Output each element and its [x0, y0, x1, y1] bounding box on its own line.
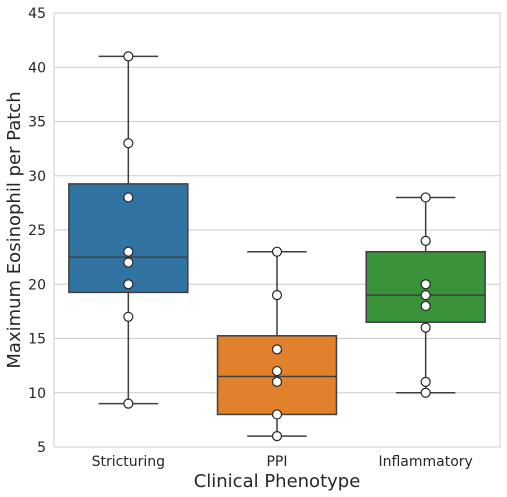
data-point	[123, 51, 134, 62]
data-point	[123, 398, 134, 409]
data-point	[123, 311, 134, 322]
y-tick-label: 35	[28, 115, 46, 131]
box-group	[216, 246, 338, 442]
data-point	[420, 279, 431, 290]
box-group	[365, 192, 486, 398]
data-point	[271, 246, 283, 257]
x-tick-label: Inflammatory	[378, 454, 472, 470]
y-tick-label: 5	[37, 440, 46, 456]
data-point	[123, 192, 134, 203]
data-point	[420, 387, 431, 398]
data-point	[123, 138, 134, 149]
data-point	[271, 344, 283, 355]
y-tick-label: 30	[28, 169, 46, 185]
data-point	[420, 300, 431, 312]
y-tick-label: 10	[28, 386, 46, 402]
data-point	[420, 322, 431, 333]
x-tick-label: Stricturing	[92, 454, 166, 470]
data-point	[123, 279, 134, 290]
data-point	[271, 376, 283, 387]
data-point	[420, 192, 431, 203]
data-point	[123, 246, 134, 257]
y-tick-label: 40	[28, 60, 46, 76]
data-point	[271, 409, 283, 420]
x-axis-title: Clinical Phenotype	[194, 471, 361, 492]
x-tick-labels: Stricturing PPI Inflammatory	[92, 454, 473, 470]
y-tick-label: 25	[28, 223, 46, 239]
box-group	[68, 51, 189, 409]
y-tick-label: 20	[28, 277, 46, 293]
y-tick-label: 45	[28, 6, 46, 22]
y-tick-labels: 5 10 15 20 25 30 35 40 45	[28, 6, 46, 456]
y-tick-label: 15	[28, 332, 46, 348]
data-point	[271, 290, 283, 301]
data-point	[420, 290, 431, 301]
x-tick-label: PPI	[266, 454, 287, 470]
data-point	[271, 431, 283, 442]
boxes	[68, 51, 486, 442]
y-axis-title: Maximum Eosinophil per Patch	[4, 91, 25, 368]
data-point	[420, 235, 431, 246]
data-point	[420, 376, 431, 387]
data-point	[123, 257, 134, 268]
data-point	[271, 365, 283, 377]
